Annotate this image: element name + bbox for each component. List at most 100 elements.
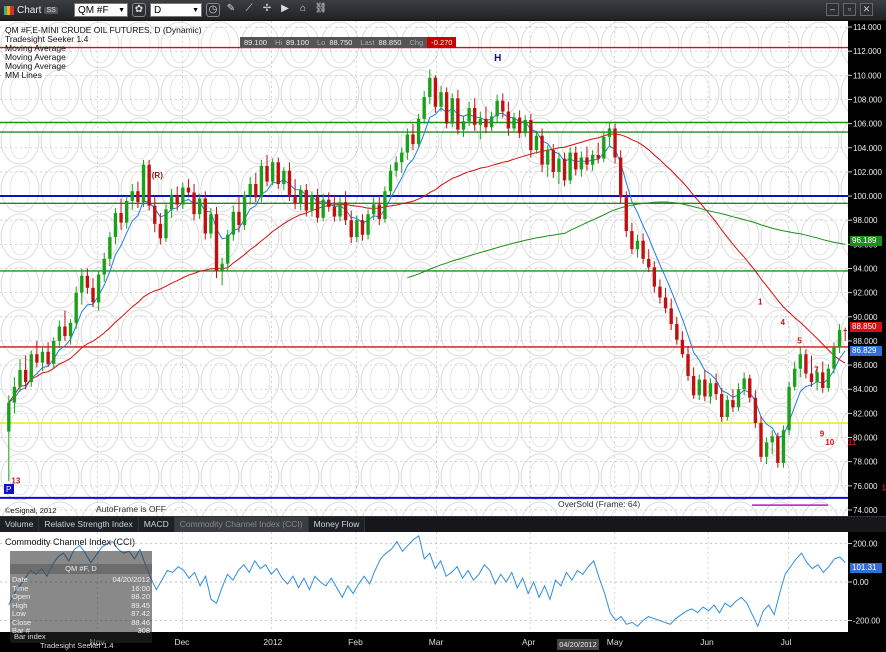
candle-body bbox=[742, 378, 746, 390]
candle bbox=[141, 159, 146, 207]
p-marker-label: P bbox=[6, 485, 11, 494]
candle bbox=[186, 179, 191, 198]
candle bbox=[299, 185, 303, 211]
candle-body bbox=[248, 183, 252, 195]
tab-rsi[interactable]: Relative Strength Index bbox=[39, 517, 139, 532]
tab-macd[interactable]: MACD bbox=[138, 517, 175, 532]
candle-body bbox=[158, 223, 163, 239]
candle bbox=[108, 232, 112, 267]
candle bbox=[394, 156, 398, 177]
quote-low: 88.750 bbox=[329, 38, 353, 47]
symbol-link-icon[interactable]: ✿ bbox=[132, 3, 146, 17]
candle bbox=[231, 205, 236, 241]
candle-body bbox=[299, 190, 303, 204]
close-icon[interactable]: ✕ bbox=[860, 3, 873, 16]
data-window-key: High bbox=[12, 600, 28, 610]
symbol-input[interactable]: QM #F ▼ bbox=[74, 3, 128, 17]
candle-body bbox=[332, 206, 337, 217]
price-axis[interactable]: 114.000 112.000 110.000 108.000 106.000 104.0… bbox=[848, 23, 882, 515]
candle bbox=[607, 122, 612, 147]
candle bbox=[63, 310, 67, 341]
candle bbox=[248, 176, 252, 205]
pencil-icon[interactable]: ✎ bbox=[226, 3, 236, 14]
candle-body bbox=[113, 212, 118, 238]
candle-body bbox=[832, 346, 836, 369]
annotation-label: 10 bbox=[825, 438, 834, 447]
candle-body bbox=[647, 258, 651, 268]
annotation-label: (R) bbox=[152, 171, 163, 180]
candle-body bbox=[590, 155, 595, 165]
candle-body bbox=[422, 97, 426, 119]
quote-last-label: Last bbox=[360, 38, 375, 47]
candle-body bbox=[579, 157, 584, 170]
candle-body bbox=[439, 92, 443, 107]
quote-low-label: Lo bbox=[317, 38, 326, 47]
price-tick-label: 90.000 bbox=[853, 313, 878, 322]
annotation-label: 5 bbox=[797, 336, 802, 345]
candle bbox=[703, 369, 707, 402]
candle-body bbox=[383, 191, 387, 219]
chevron-down-icon[interactable]: ▼ bbox=[118, 7, 125, 14]
candle-body bbox=[478, 118, 483, 125]
candle bbox=[506, 101, 511, 136]
time-tick-label: Mar bbox=[429, 637, 444, 647]
annotation-label: 11 bbox=[848, 438, 857, 447]
tab-volume[interactable]: Volume bbox=[0, 517, 40, 532]
play-icon[interactable]: ▶ bbox=[281, 3, 289, 14]
candle bbox=[663, 287, 668, 314]
candle-body bbox=[691, 375, 696, 396]
draw-tools-icon[interactable]: ⟋ bbox=[245, 3, 253, 14]
candle-body bbox=[338, 202, 342, 217]
crosshair-icon[interactable]: ✢ bbox=[262, 3, 272, 14]
link-icon[interactable]: ⛓ bbox=[314, 3, 328, 14]
candle-body bbox=[164, 209, 168, 239]
legend-line: QM #F,E-MINI CRUDE OIL FUTURES, D (Dynam… bbox=[5, 25, 202, 35]
candle bbox=[35, 340, 39, 368]
chevron-down-icon[interactable]: ▼ bbox=[192, 7, 199, 14]
candle bbox=[181, 182, 185, 210]
minimize-icon[interactable]: – bbox=[826, 3, 839, 16]
candle-body bbox=[450, 98, 454, 124]
time-tick-label: May bbox=[607, 637, 624, 647]
tab-cci[interactable]: Commodity Channel Index (CCI) bbox=[174, 517, 309, 532]
price-tick-label: 108.000 bbox=[853, 95, 882, 104]
candle bbox=[484, 106, 488, 134]
candle-body bbox=[826, 368, 831, 389]
candle bbox=[759, 415, 763, 462]
candle bbox=[304, 183, 308, 217]
data-window-row: Low 87.42 bbox=[10, 609, 152, 619]
candle bbox=[613, 123, 617, 164]
candle-body bbox=[585, 157, 589, 165]
candle-body bbox=[630, 231, 634, 250]
candle bbox=[332, 194, 337, 222]
maximize-icon[interactable]: ▫ bbox=[843, 3, 856, 16]
window-titlebar: Chart SS QM #F ▼ ✿ D ▼ ◷ ✎ ⟋ ✢ ▶ ⌂ ⛓ – ▫… bbox=[0, 0, 886, 21]
candle bbox=[647, 249, 651, 273]
candle bbox=[708, 378, 713, 404]
candle bbox=[164, 204, 168, 242]
candle-body bbox=[641, 240, 645, 259]
candle bbox=[57, 320, 62, 349]
price-chart[interactable]: HL(R)131314579101112 114.000112.000110.0… bbox=[0, 21, 886, 516]
candle-body bbox=[574, 152, 578, 170]
candle bbox=[416, 113, 421, 148]
quote-chg: -0.270 bbox=[427, 37, 457, 48]
interval-input[interactable]: D ▼ bbox=[150, 3, 202, 17]
candle bbox=[411, 123, 415, 151]
cci-axis[interactable]: 200.00 0.00 -200.00 bbox=[848, 540, 881, 626]
annotation-label: H bbox=[494, 53, 501, 64]
candle-body bbox=[489, 116, 494, 128]
candle-body bbox=[658, 286, 662, 298]
candle bbox=[315, 188, 320, 223]
lock-icon[interactable]: ⌂ bbox=[299, 3, 307, 14]
tab-money-flow[interactable]: Money Flow bbox=[308, 517, 366, 532]
clock-icon[interactable]: ◷ bbox=[206, 3, 220, 17]
candle bbox=[349, 210, 353, 244]
candle bbox=[456, 89, 460, 135]
candle bbox=[624, 191, 628, 238]
candle bbox=[512, 112, 516, 133]
price-tick-label: 114.000 bbox=[853, 23, 882, 32]
candle bbox=[158, 212, 163, 245]
data-window-value: 16:00 bbox=[131, 583, 150, 593]
candle bbox=[214, 206, 219, 279]
